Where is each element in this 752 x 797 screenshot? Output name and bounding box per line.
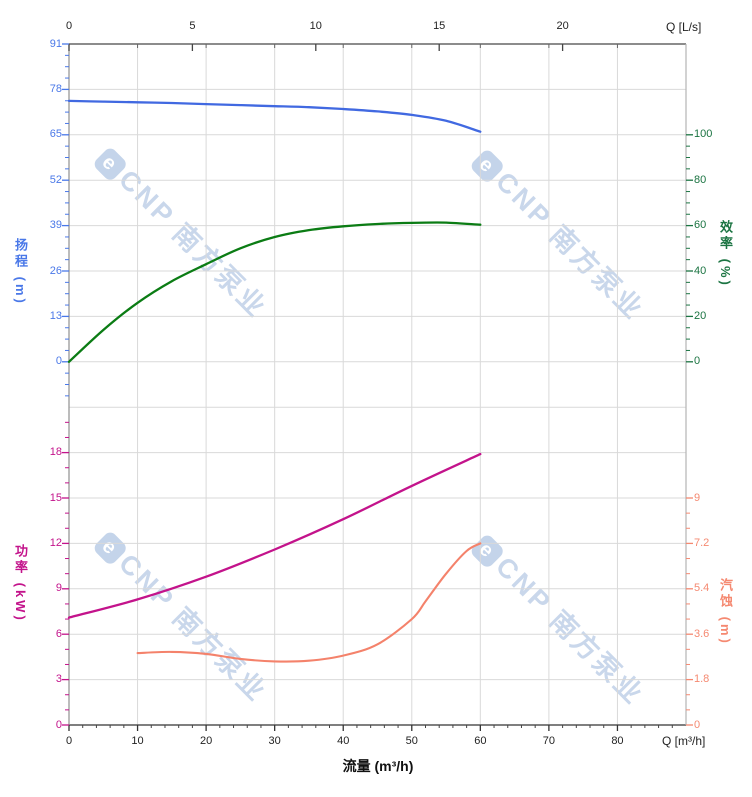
head-tick-label: 39 bbox=[49, 219, 62, 232]
efficiency-tick-label: 100 bbox=[694, 128, 713, 141]
power-tick-label: 18 bbox=[49, 446, 62, 459]
npsh-tick-label: 7.2 bbox=[694, 536, 710, 549]
bottom-tick-label: 0 bbox=[65, 735, 73, 747]
head-tick-label: 78 bbox=[49, 82, 62, 95]
plot-border bbox=[68, 43, 687, 726]
head-tick-label: 0 bbox=[55, 355, 62, 368]
power-curve bbox=[67, 452, 482, 619]
bottom-tick-label: 40 bbox=[337, 735, 350, 747]
power-axis-title: 功率 (kW) bbox=[13, 544, 28, 623]
efficiency-tick-label: 0 bbox=[694, 355, 701, 368]
bottom-tick-label: 60 bbox=[474, 735, 487, 747]
power-tick-label: 3 bbox=[55, 673, 62, 686]
bottom-axis-title: 流量 (m³/h) bbox=[342, 758, 414, 774]
top-tick-label: 10 bbox=[309, 20, 322, 32]
efficiency-tick-label: 40 bbox=[694, 264, 707, 277]
efficiency-tick-label: 80 bbox=[694, 173, 707, 186]
head-axis-title: 扬程 (m) bbox=[13, 238, 28, 306]
axis-ticks bbox=[62, 43, 693, 731]
npsh-tick-label: 1.8 bbox=[694, 673, 710, 686]
power-tick-label: 15 bbox=[49, 491, 62, 504]
power-tick-label: 9 bbox=[55, 582, 62, 595]
bottom-tick-label: 20 bbox=[199, 735, 213, 747]
npsh-tick-label: 0 bbox=[694, 718, 701, 731]
bottom-tick-label: 70 bbox=[542, 735, 555, 747]
top-tick-label: 0 bbox=[65, 20, 73, 32]
power-tick-label: 0 bbox=[55, 718, 62, 731]
bottom-tick-label: 10 bbox=[131, 735, 144, 747]
npsh-axis-title: 汽蚀 (m) bbox=[718, 578, 733, 646]
power-tick-label: 12 bbox=[49, 536, 62, 549]
npsh-curve bbox=[136, 542, 482, 663]
efficiency-tick-label: 60 bbox=[694, 219, 707, 232]
efficiency-axis-title: 效率 (%) bbox=[718, 220, 733, 288]
top-tick-label: 5 bbox=[189, 20, 196, 32]
head-tick-label: 26 bbox=[49, 264, 62, 277]
top-axis-unit-label: Q [L/s] bbox=[666, 20, 702, 34]
bottom-axis-unit-label: Q [m³/h] bbox=[662, 734, 706, 748]
power-tick-label: 6 bbox=[55, 627, 62, 640]
gridlines bbox=[69, 44, 686, 725]
npsh-tick-label: 3.6 bbox=[694, 627, 710, 640]
npsh-tick-label: 9 bbox=[694, 491, 701, 504]
top-tick-label: 15 bbox=[433, 20, 446, 32]
head-tick-label: 65 bbox=[49, 128, 62, 141]
head-tick-label: 91 bbox=[49, 37, 62, 50]
head-curve bbox=[67, 99, 482, 133]
bottom-tick-label: 50 bbox=[405, 735, 418, 747]
head-tick-label: 13 bbox=[49, 309, 62, 322]
npsh-tick-label: 5.4 bbox=[694, 582, 710, 595]
top-tick-label: 20 bbox=[556, 20, 569, 32]
efficiency-tick-label: 20 bbox=[694, 309, 707, 322]
head-tick-label: 52 bbox=[49, 173, 62, 186]
efficiency-curve bbox=[67, 221, 482, 363]
bottom-tick-label: 30 bbox=[268, 735, 281, 747]
bottom-tick-label: 80 bbox=[611, 735, 624, 747]
